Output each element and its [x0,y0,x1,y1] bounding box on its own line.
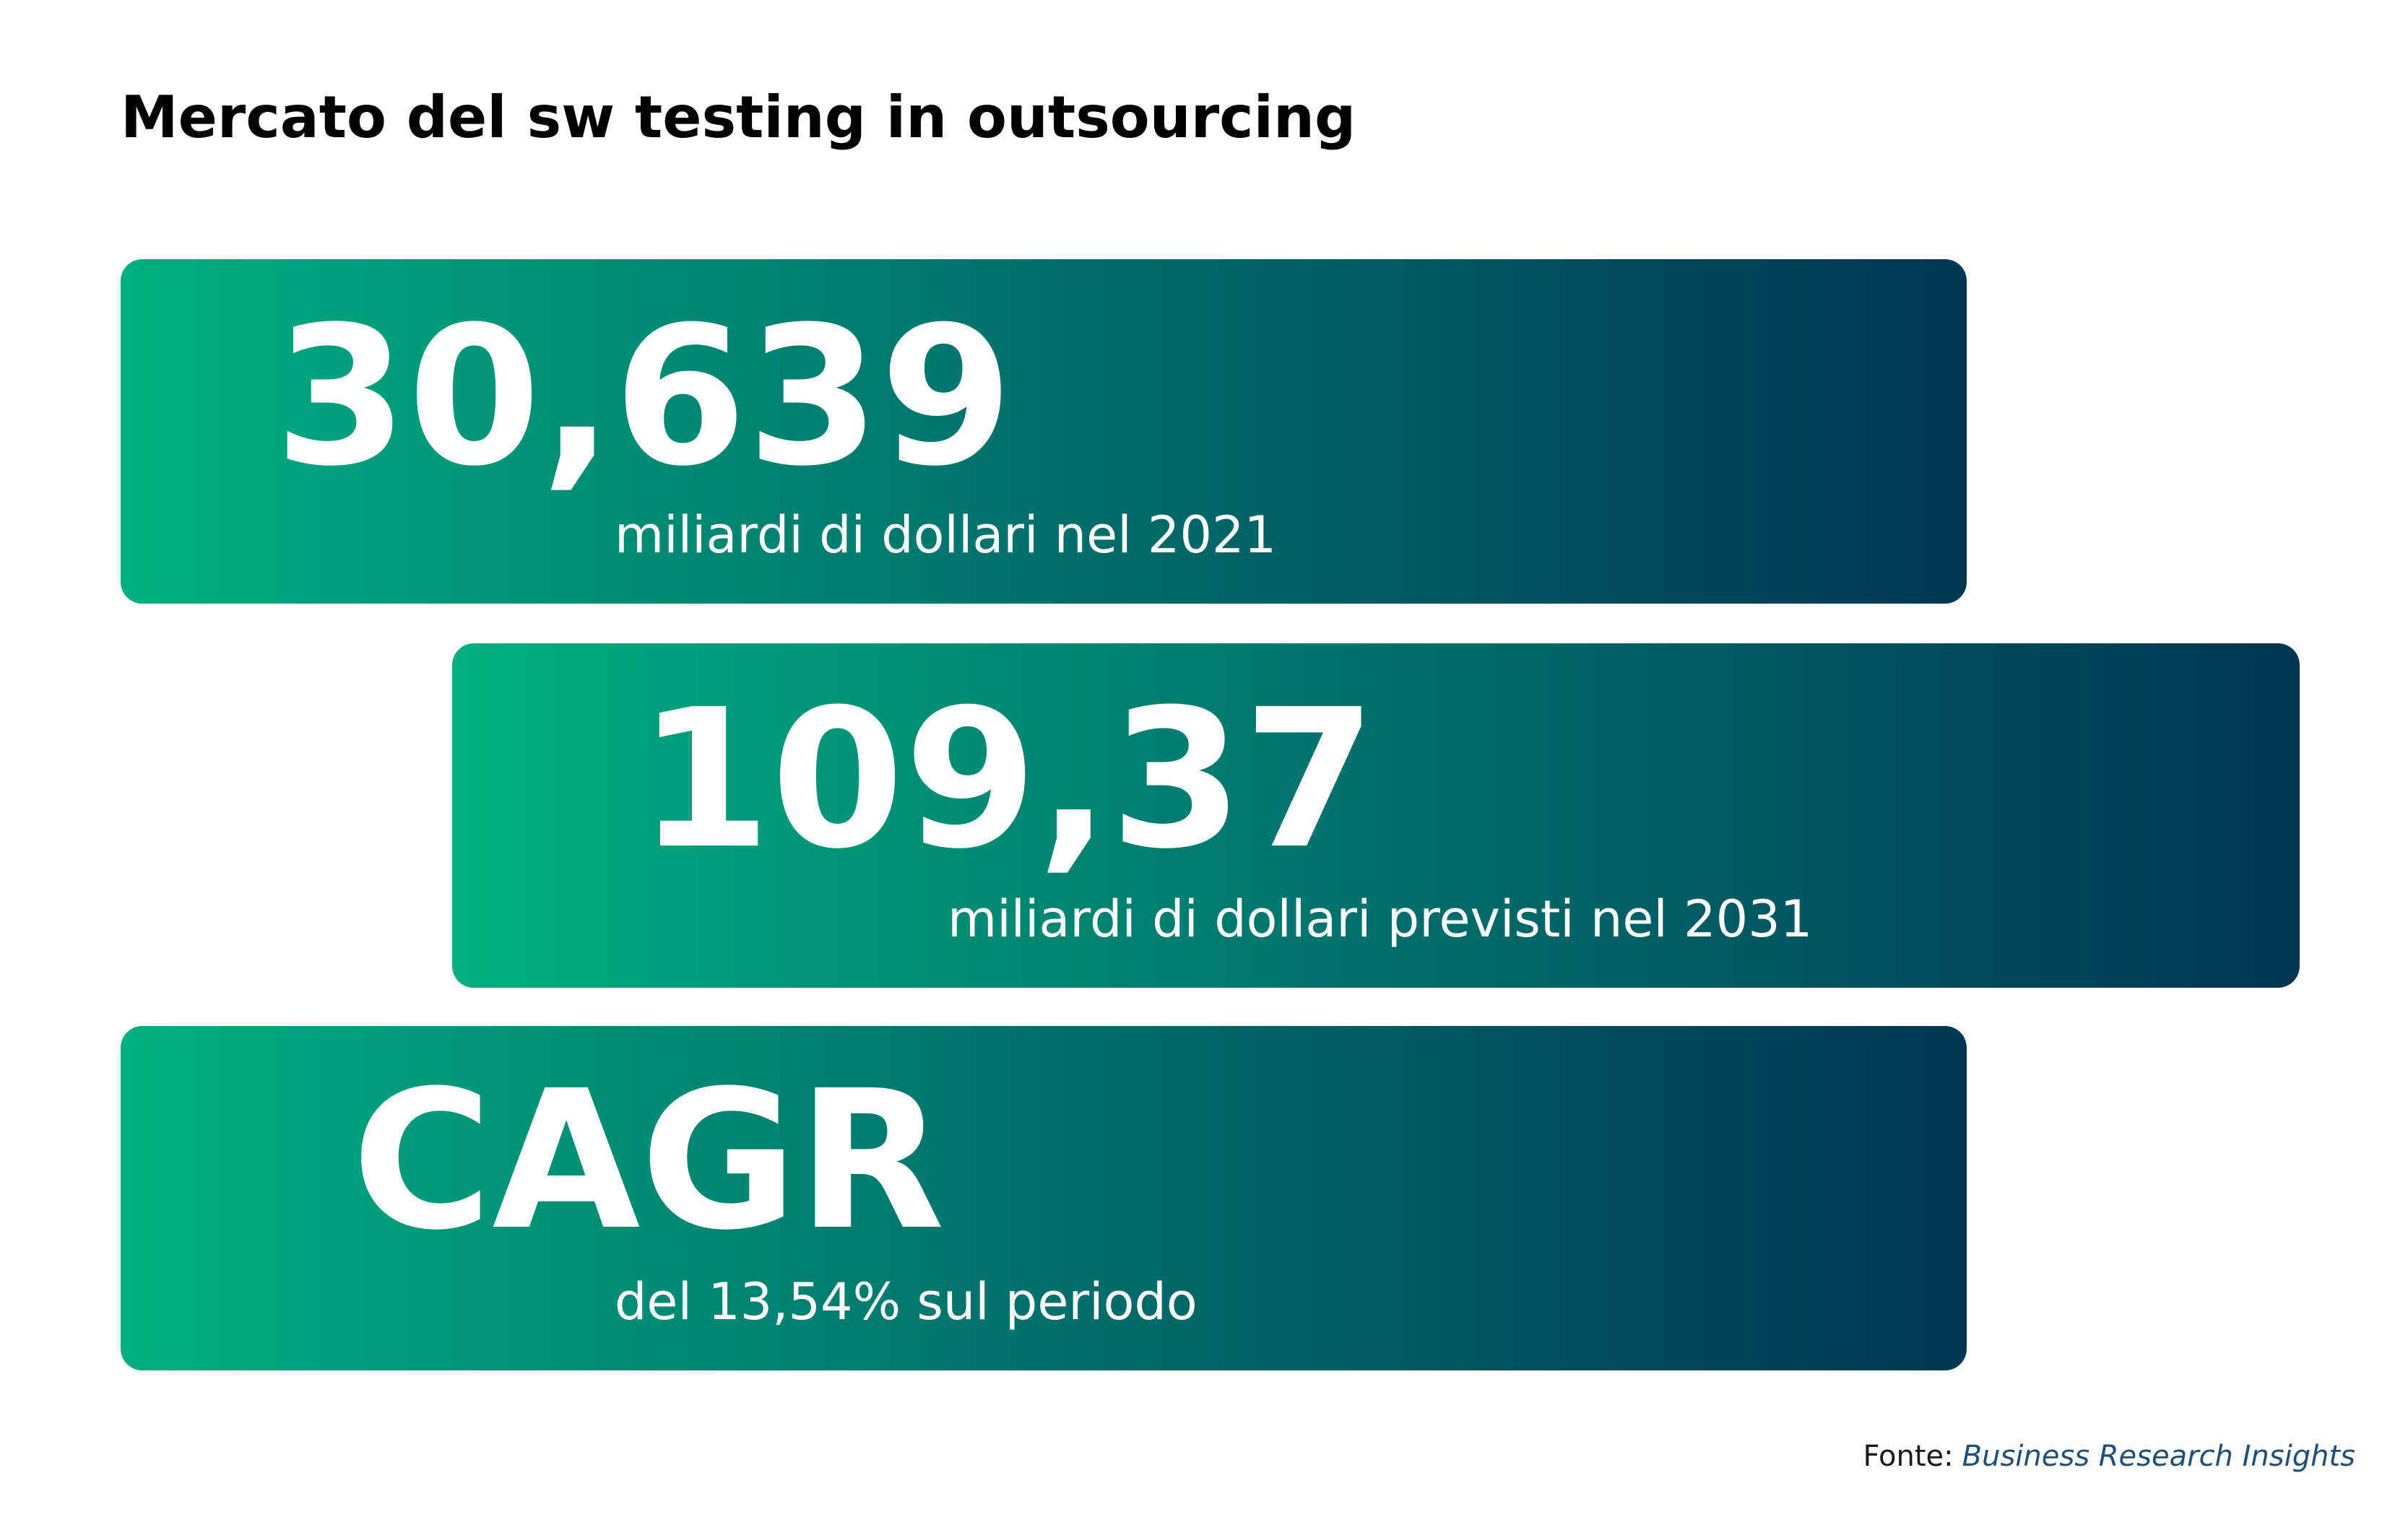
card [121,259,1967,604]
source-label: Fonte: [1863,1440,1953,1473]
card-caption: del 13,54% sul periodo [615,1272,1197,1331]
source: Fonte: Business Research Insights [1863,1440,2355,1473]
source-name: Business Research Insights [1962,1440,2355,1473]
card-caption: miliardi di dollari previsti nel 2031 [948,890,1812,949]
card-value: 109,37 [638,669,1377,891]
title: Mercato del sw testing in outsourcing [121,84,1356,151]
card-value: 30,639 [274,286,1013,508]
card-caption: miliardi di dollari nel 2021 [615,505,1276,565]
card-value: CAGR [352,1050,945,1272]
card [121,1026,1967,1370]
card [452,643,2300,988]
